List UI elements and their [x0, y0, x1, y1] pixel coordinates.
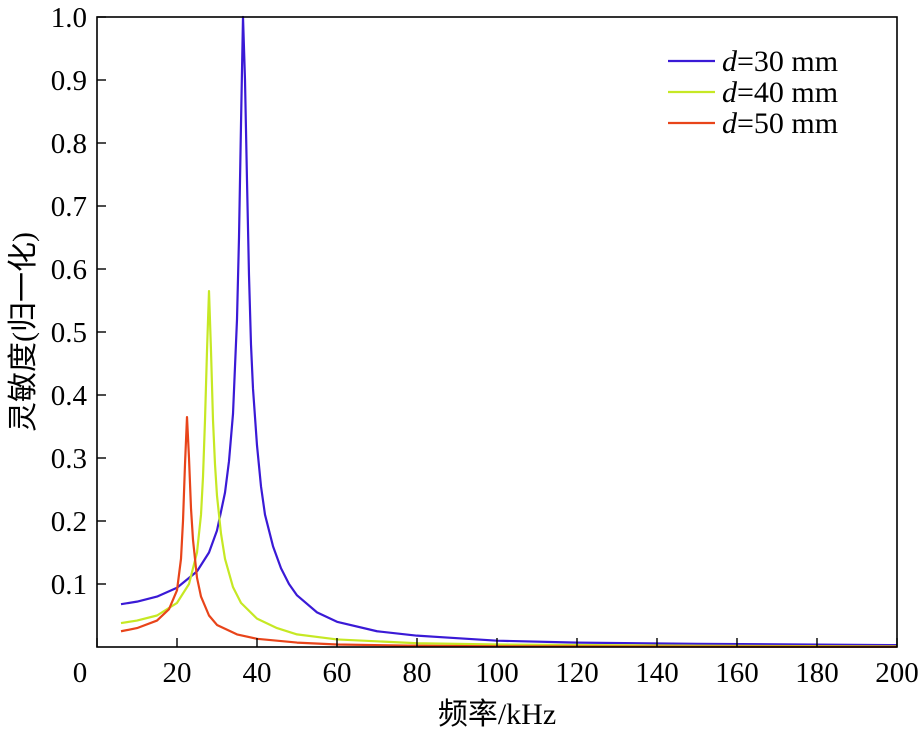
y-tick-label: 0.5: [51, 317, 87, 349]
x-tick-label: 200: [875, 657, 919, 689]
legend-label-1: d=30 mm: [722, 45, 838, 78]
x-tick-label: 20: [163, 657, 192, 689]
y-tick-label: 0.4: [51, 380, 88, 412]
legend: d=30 mmd=40 mmd=50 mm: [668, 45, 838, 140]
legend-label-3: d=50 mm: [722, 107, 838, 140]
x-tick-label: 0: [73, 657, 88, 689]
y-tick-label: 0.8: [51, 128, 87, 160]
x-tick-label: 120: [555, 657, 599, 689]
y-tick-label: 1.0: [51, 2, 87, 34]
y-tick-label: 0.1: [51, 569, 87, 601]
y-tick-label: 0.2: [51, 506, 87, 538]
legend-label-rest: =50 mm: [737, 107, 838, 140]
x-tick-label: 160: [715, 657, 759, 689]
x-tick-label: 40: [243, 657, 272, 689]
legend-label-italic: d: [722, 107, 738, 140]
x-tick-label: 80: [403, 657, 432, 689]
legend-label-2: d=40 mm: [722, 76, 838, 109]
y-tick-label: 0.3: [51, 443, 87, 475]
series-line-3: [120, 415, 898, 648]
x-axis-title: 频率/kHz: [438, 698, 556, 731]
y-axis-title: 灵敏度(归一化): [7, 232, 40, 432]
y-tick-label: 0.7: [51, 191, 87, 223]
series-line-1: [120, 15, 898, 647]
series-layer: [120, 15, 898, 648]
axes-layer: 0 20 40 60 80 100 120 140 160 180 200 0.1 0.2 0.3 0.4 0…: [51, 2, 919, 689]
legend-label-italic: d: [722, 76, 738, 109]
x-tick-label: 180: [795, 657, 839, 689]
legend-label-rest: =40 mm: [737, 76, 838, 109]
legend-label-italic: d: [722, 45, 738, 78]
series-line-2: [120, 289, 898, 648]
x-tick-label: 140: [635, 657, 679, 689]
y-tick-label: 0.9: [51, 65, 87, 97]
y-tick-label: 0.6: [51, 254, 87, 286]
x-tick-label: 100: [475, 657, 519, 689]
legend-label-rest: =30 mm: [737, 45, 838, 78]
x-tick-label: 60: [323, 657, 352, 689]
